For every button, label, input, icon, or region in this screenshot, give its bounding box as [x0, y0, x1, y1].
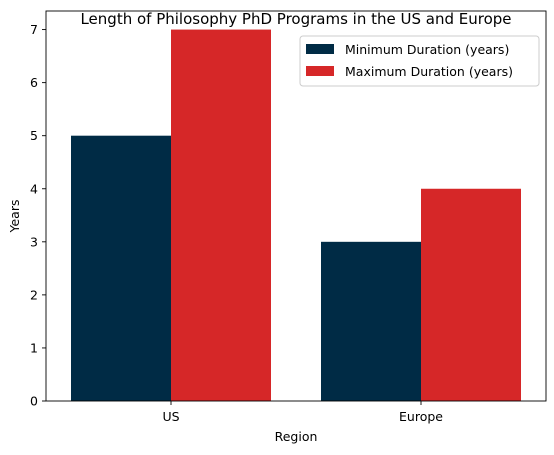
- y-tick-label: 3: [30, 234, 38, 249]
- bar-maximum-europe: [421, 188, 521, 401]
- y-axis: 0 1 2 3 4 5 6 7: [30, 22, 46, 409]
- plot-frame: [45, 10, 547, 402]
- x-tick-label: US: [162, 409, 179, 424]
- legend-swatch-minimum: [306, 44, 334, 54]
- y-tick-label: 6: [30, 75, 38, 90]
- y-tick-label: 0: [30, 394, 38, 409]
- y-tick-label: 7: [30, 22, 38, 37]
- legend-label-maximum: Maximum Duration (years): [345, 64, 513, 79]
- chart-title: Length of Philosophy PhD Programs in the…: [80, 10, 511, 28]
- bar-minimum-europe: [321, 241, 421, 401]
- bar-maximum-us: [171, 29, 271, 401]
- y-tick-label: 4: [30, 181, 38, 196]
- y-tick-label: 2: [30, 287, 38, 302]
- bars-group: [71, 29, 521, 401]
- y-tick-label: 1: [30, 340, 38, 355]
- bar-minimum-us: [71, 135, 171, 401]
- x-axis-label: Region: [275, 429, 318, 444]
- legend: Minimum Duration (years) Maximum Duratio…: [299, 35, 540, 87]
- legend-frame: [299, 35, 540, 87]
- y-axis-label: Years: [7, 200, 22, 234]
- legend-label-minimum: Minimum Duration (years): [345, 42, 509, 57]
- x-tick-label: Europe: [399, 409, 443, 424]
- x-axis: US Europe: [162, 401, 443, 424]
- y-tick-label: 5: [30, 128, 38, 143]
- legend-swatch-maximum: [306, 66, 334, 76]
